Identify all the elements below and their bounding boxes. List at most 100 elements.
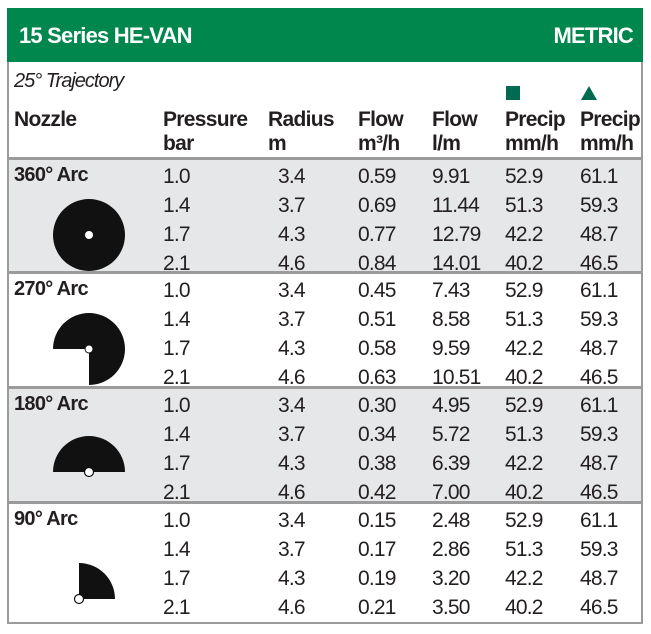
cell-precip-square: 51.3 [505, 538, 543, 561]
cell-radius: 4.3 [278, 452, 306, 475]
cell-precip-square: 42.2 [505, 337, 543, 360]
cell-precip-square: 40.2 [505, 481, 543, 504]
cell-precip-square: 40.2 [505, 252, 543, 275]
cell-precip-triangle: 61.1 [580, 279, 618, 302]
cell-flow-m3h: 0.42 [358, 481, 396, 504]
cell-radius: 4.6 [278, 596, 306, 619]
cell-flow-m3h: 0.15 [358, 509, 396, 532]
section-90-arc: 90° Arc 1.0 3.4 0.15 2.48 52.9 61.1 1.4 3.7 0.17 2… [9, 501, 641, 619]
cell-precip-square: 40.2 [505, 366, 543, 389]
cell-pressure: 1.0 [163, 279, 191, 302]
cell-flow-lm: 7.43 [432, 279, 470, 302]
cell-precip-square: 42.2 [505, 567, 543, 590]
trajectory-label: 25° Trajectory [14, 70, 124, 92]
cell-flow-m3h: 0.58 [358, 337, 396, 360]
header-flow-m3h-unit: m³/h [358, 132, 400, 155]
section-360-arc: 360° Arc 1.0 3.4 0.59 9.91 52.9 61.1 1.4 3.7 0.69… [9, 157, 641, 275]
cell-flow-lm: 11.44 [432, 194, 480, 217]
header-precip-square-label: Precip [505, 108, 566, 131]
cell-precip-triangle: 48.7 [580, 452, 618, 475]
cell-precip-triangle: 59.3 [580, 538, 618, 561]
cell-precip-triangle: 59.3 [580, 423, 618, 446]
cell-flow-lm: 3.50 [432, 596, 470, 619]
cell-pressure: 1.7 [163, 337, 191, 360]
cell-flow-m3h: 0.45 [358, 279, 396, 302]
cell-radius: 3.4 [278, 279, 306, 302]
arc-270-icon [49, 309, 131, 396]
cell-flow-m3h: 0.63 [358, 366, 396, 389]
cell-flow-lm: 14.01 [432, 252, 481, 275]
cell-pressure: 1.7 [163, 452, 191, 475]
cell-precip-triangle: 61.1 [580, 509, 618, 532]
cell-precip-triangle: 61.1 [580, 165, 618, 188]
header-flow-m3h-label: Flow [358, 108, 404, 131]
cell-precip-triangle: 46.5 [580, 481, 618, 504]
header-precip-square: Precip mm/h [505, 108, 566, 156]
cell-flow-m3h: 0.17 [358, 538, 396, 561]
cell-pressure: 2.1 [163, 596, 191, 619]
title-bar: 15 Series HE-VAN METRIC [7, 8, 643, 62]
cell-flow-lm: 8.58 [432, 308, 470, 331]
cell-radius: 4.6 [278, 366, 306, 389]
cell-flow-m3h: 0.59 [358, 165, 396, 188]
header-precip-square-unit: mm/h [505, 132, 559, 155]
cell-pressure: 2.1 [163, 252, 191, 275]
cell-precip-triangle: 61.1 [580, 394, 618, 417]
cell-precip-square: 42.2 [505, 223, 543, 246]
cell-precip-square: 52.9 [505, 509, 543, 532]
cell-flow-m3h: 0.38 [358, 452, 396, 475]
cell-precip-triangle: 46.5 [580, 366, 618, 389]
arc-label: 180° Arc [14, 393, 89, 415]
header-precip-triangle-label: Precip [580, 108, 641, 131]
section-180-arc: 180° Arc 1.0 3.4 0.30 4.95 52.9 61.1 1.4 3.7 0.34… [9, 386, 641, 504]
cell-flow-lm: 12.79 [432, 223, 481, 246]
cell-radius: 4.6 [278, 481, 306, 504]
cell-radius: 3.4 [278, 394, 306, 417]
cell-flow-m3h: 0.51 [358, 308, 396, 331]
triangle-icon [581, 86, 597, 100]
cell-pressure: 1.7 [163, 567, 191, 590]
cell-flow-m3h: 0.21 [358, 596, 396, 619]
cell-precip-triangle: 48.7 [580, 337, 618, 360]
cell-precip-triangle: 59.3 [580, 308, 618, 331]
cell-flow-lm: 10.51 [432, 366, 481, 389]
cell-radius: 3.7 [278, 423, 306, 446]
cell-radius: 4.3 [278, 223, 306, 246]
cell-pressure: 2.1 [163, 481, 191, 504]
cell-precip-triangle: 48.7 [580, 223, 618, 246]
units-label: METRIC [553, 23, 633, 48]
cell-radius: 3.7 [278, 308, 306, 331]
cell-precip-triangle: 46.5 [580, 252, 618, 275]
header-radius: Radius m [268, 108, 335, 156]
cell-radius: 3.4 [278, 165, 306, 188]
cell-flow-lm: 9.59 [432, 337, 470, 360]
header-pressure-label: Pressure [163, 108, 248, 131]
header-radius-label: Radius [268, 108, 335, 131]
cell-precip-square: 52.9 [505, 394, 543, 417]
cell-pressure: 1.0 [163, 165, 191, 188]
cell-flow-lm: 6.39 [432, 452, 470, 475]
header-flow-lm-label: Flow [432, 108, 478, 131]
header-precip-triangle-unit: mm/h [580, 132, 634, 155]
header-flow-lm-unit: l/m [432, 132, 461, 155]
table-title: 15 Series HE-VAN [19, 23, 192, 48]
cell-flow-lm: 5.72 [432, 423, 470, 446]
cell-flow-lm: 9.91 [432, 165, 470, 188]
cell-flow-lm: 2.86 [432, 538, 470, 561]
cell-flow-m3h: 0.84 [358, 252, 396, 275]
cell-flow-lm: 2.48 [432, 509, 470, 532]
cell-precip-square: 51.3 [505, 423, 543, 446]
cell-pressure: 1.7 [163, 223, 191, 246]
cell-flow-m3h: 0.69 [358, 194, 396, 217]
cell-pressure: 1.4 [163, 423, 191, 446]
header-precip-triangle: Precip mm/h [580, 108, 641, 156]
cell-precip-square: 51.3 [505, 308, 543, 331]
cell-flow-m3h: 0.30 [358, 394, 396, 417]
cell-precip-square: 52.9 [505, 279, 543, 302]
cell-radius: 4.3 [278, 337, 306, 360]
arc-label: 360° Arc [14, 164, 89, 186]
cell-radius: 3.7 [278, 538, 306, 561]
cell-flow-lm: 3.20 [432, 567, 470, 590]
header-pressure: Pressure bar [163, 108, 248, 156]
section-270-arc: 270° Arc 1.0 3.4 0.45 7.43 52.9 61.1 1.4 3.7 0.51… [9, 271, 641, 389]
